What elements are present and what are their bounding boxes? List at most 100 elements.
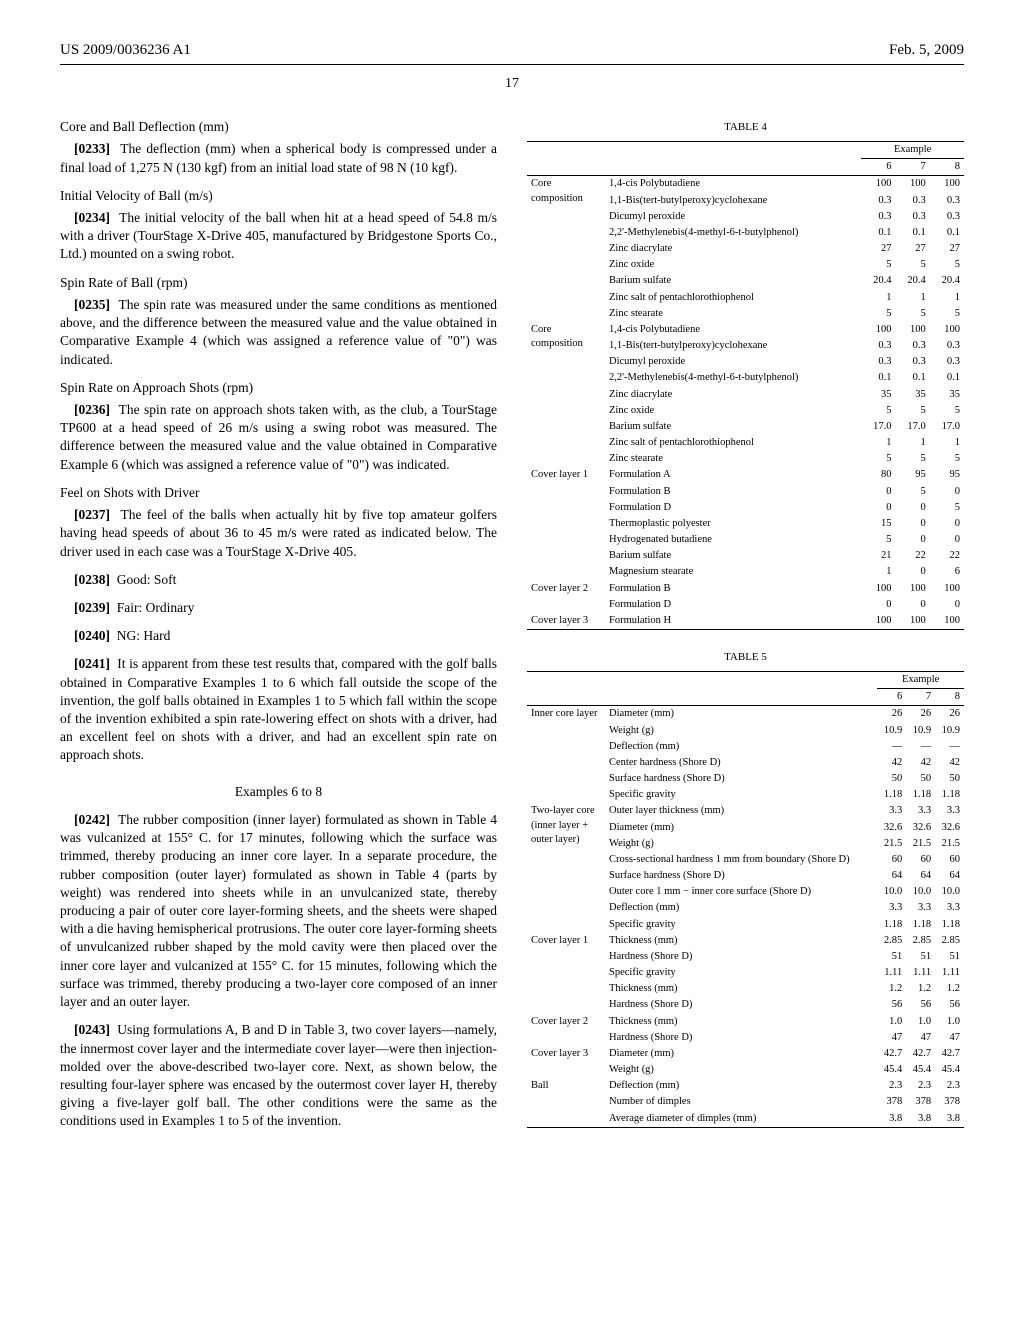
table4-title: TABLE 4 <box>527 120 964 135</box>
row-label: Thermoplastic polyester <box>605 516 861 532</box>
cell: 0.3 <box>896 338 930 354</box>
row-label: Zinc salt of pentachlorothiophenol <box>605 435 861 451</box>
table-row: Cover layer 3Diameter (mm)42.742.742.7 <box>527 1046 964 1062</box>
cell: 0.3 <box>896 354 930 370</box>
row-label: Formulation B <box>605 581 861 597</box>
cell: 1.2 <box>906 981 935 997</box>
cell: 42 <box>906 755 935 771</box>
cell: 17.0 <box>896 419 930 435</box>
doc-id: US 2009/0036236 A1 <box>60 40 191 60</box>
para-num: [0240] <box>74 628 110 643</box>
cell: 5 <box>861 257 895 273</box>
section-label: Core composition <box>527 176 605 322</box>
para-text: The spin rate was measured under the sam… <box>60 297 497 367</box>
row-label: Formulation H <box>605 613 861 630</box>
row-label: Weight (g) <box>605 1062 877 1078</box>
cell: 0.1 <box>861 370 895 386</box>
cell: 32.6 <box>877 820 906 836</box>
para-0236: [0236] The spin rate on approach shots t… <box>60 401 497 474</box>
cell: 0.1 <box>896 225 930 241</box>
cell: 64 <box>906 868 935 884</box>
row-label: Surface hardness (Shore D) <box>605 868 877 884</box>
cell: 47 <box>877 1030 906 1046</box>
page-number: 17 <box>60 75 964 94</box>
cell: 100 <box>861 581 895 597</box>
cell: 100 <box>896 581 930 597</box>
cell: 5 <box>896 306 930 322</box>
cell: 1.2 <box>935 981 964 997</box>
cell: 378 <box>877 1094 906 1110</box>
cell: 378 <box>906 1094 935 1110</box>
para-num: [0237] <box>74 507 110 522</box>
cell: 5 <box>896 257 930 273</box>
cell: 10.0 <box>935 884 964 900</box>
cell: 60 <box>906 852 935 868</box>
cell: 5 <box>930 451 964 467</box>
cell: 42.7 <box>935 1046 964 1062</box>
cell: 56 <box>906 997 935 1013</box>
row-label: Deflection (mm) <box>605 739 877 755</box>
para-0242: [0242] The rubber composition (inner lay… <box>60 811 497 1011</box>
cell: 1 <box>930 435 964 451</box>
cell: 22 <box>930 548 964 564</box>
heading-examples-6-8: Examples 6 to 8 <box>60 783 497 801</box>
cell: 27 <box>861 241 895 257</box>
para-0239: [0239] Fair: Ordinary <box>60 599 497 617</box>
cell: — <box>935 739 964 755</box>
cell: 2.3 <box>935 1078 964 1094</box>
cell: 0.1 <box>861 225 895 241</box>
cell: 100 <box>861 613 895 630</box>
row-label: Specific gravity <box>605 917 877 933</box>
cell: 1 <box>861 290 895 306</box>
cell: 0 <box>896 597 930 613</box>
col-header: 8 <box>930 159 964 176</box>
cell: 0.3 <box>930 338 964 354</box>
cell: 3.3 <box>906 900 935 916</box>
cell: 6 <box>930 564 964 580</box>
cell: 1 <box>896 435 930 451</box>
para-0234: [0234] The initial velocity of the ball … <box>60 209 497 264</box>
table-4: Example678Core composition1,4-cis Polybu… <box>527 141 964 632</box>
para-0238: [0238] Good: Soft <box>60 571 497 589</box>
row-label: Number of dimples <box>605 1094 877 1110</box>
row-label: Outer core 1 mm − inner core surface (Sh… <box>605 884 877 900</box>
row-label: Magnesium stearate <box>605 564 861 580</box>
cell: 56 <box>877 997 906 1013</box>
col-header: 7 <box>896 159 930 176</box>
row-label: Hardness (Shore D) <box>605 949 877 965</box>
cell: 100 <box>930 613 964 630</box>
cell: 3.8 <box>906 1111 935 1128</box>
cell: 2.3 <box>877 1078 906 1094</box>
cell: 0.3 <box>861 338 895 354</box>
cell: 5 <box>861 403 895 419</box>
row-label: 2,2'-Methylenebis(4-methyl-6-t-butylphen… <box>605 370 861 386</box>
cell: 1 <box>930 290 964 306</box>
table-row: Core composition1,4-cis Polybutadiene100… <box>527 322 964 338</box>
cell: 45.4 <box>935 1062 964 1078</box>
para-num: [0234] <box>74 210 110 225</box>
heading-iv: Initial Velocity of Ball (m/s) <box>60 187 497 205</box>
cell: 1.18 <box>877 787 906 803</box>
para-text: The deflection (mm) when a spherical bod… <box>60 141 497 174</box>
section-label: Cover layer 1 <box>527 933 605 1014</box>
row-label: Barium sulfate <box>605 419 861 435</box>
row-label: 2,2'-Methylenebis(4-methyl-6-t-butylphen… <box>605 225 861 241</box>
cell: 20.4 <box>896 273 930 289</box>
cell: 1.0 <box>906 1014 935 1030</box>
cell: 3.3 <box>906 803 935 819</box>
cell: 1 <box>861 435 895 451</box>
cell: 1.0 <box>935 1014 964 1030</box>
table-5: Example678Inner core layerDiameter (mm)2… <box>527 671 964 1130</box>
para-0237: [0237] The feel of the balls when actual… <box>60 506 497 561</box>
cell: 21.5 <box>906 836 935 852</box>
row-label: Zinc diacrylate <box>605 241 861 257</box>
para-0241: [0241] It is apparent from these test re… <box>60 655 497 764</box>
para-0233: [0233] The deflection (mm) when a spheri… <box>60 140 497 176</box>
cell: 35 <box>861 387 895 403</box>
cell: 3.8 <box>935 1111 964 1128</box>
cell: 0.3 <box>861 354 895 370</box>
col-header: 7 <box>906 689 935 706</box>
cell: 32.6 <box>935 820 964 836</box>
cell: 5 <box>861 532 895 548</box>
cell: 51 <box>906 949 935 965</box>
